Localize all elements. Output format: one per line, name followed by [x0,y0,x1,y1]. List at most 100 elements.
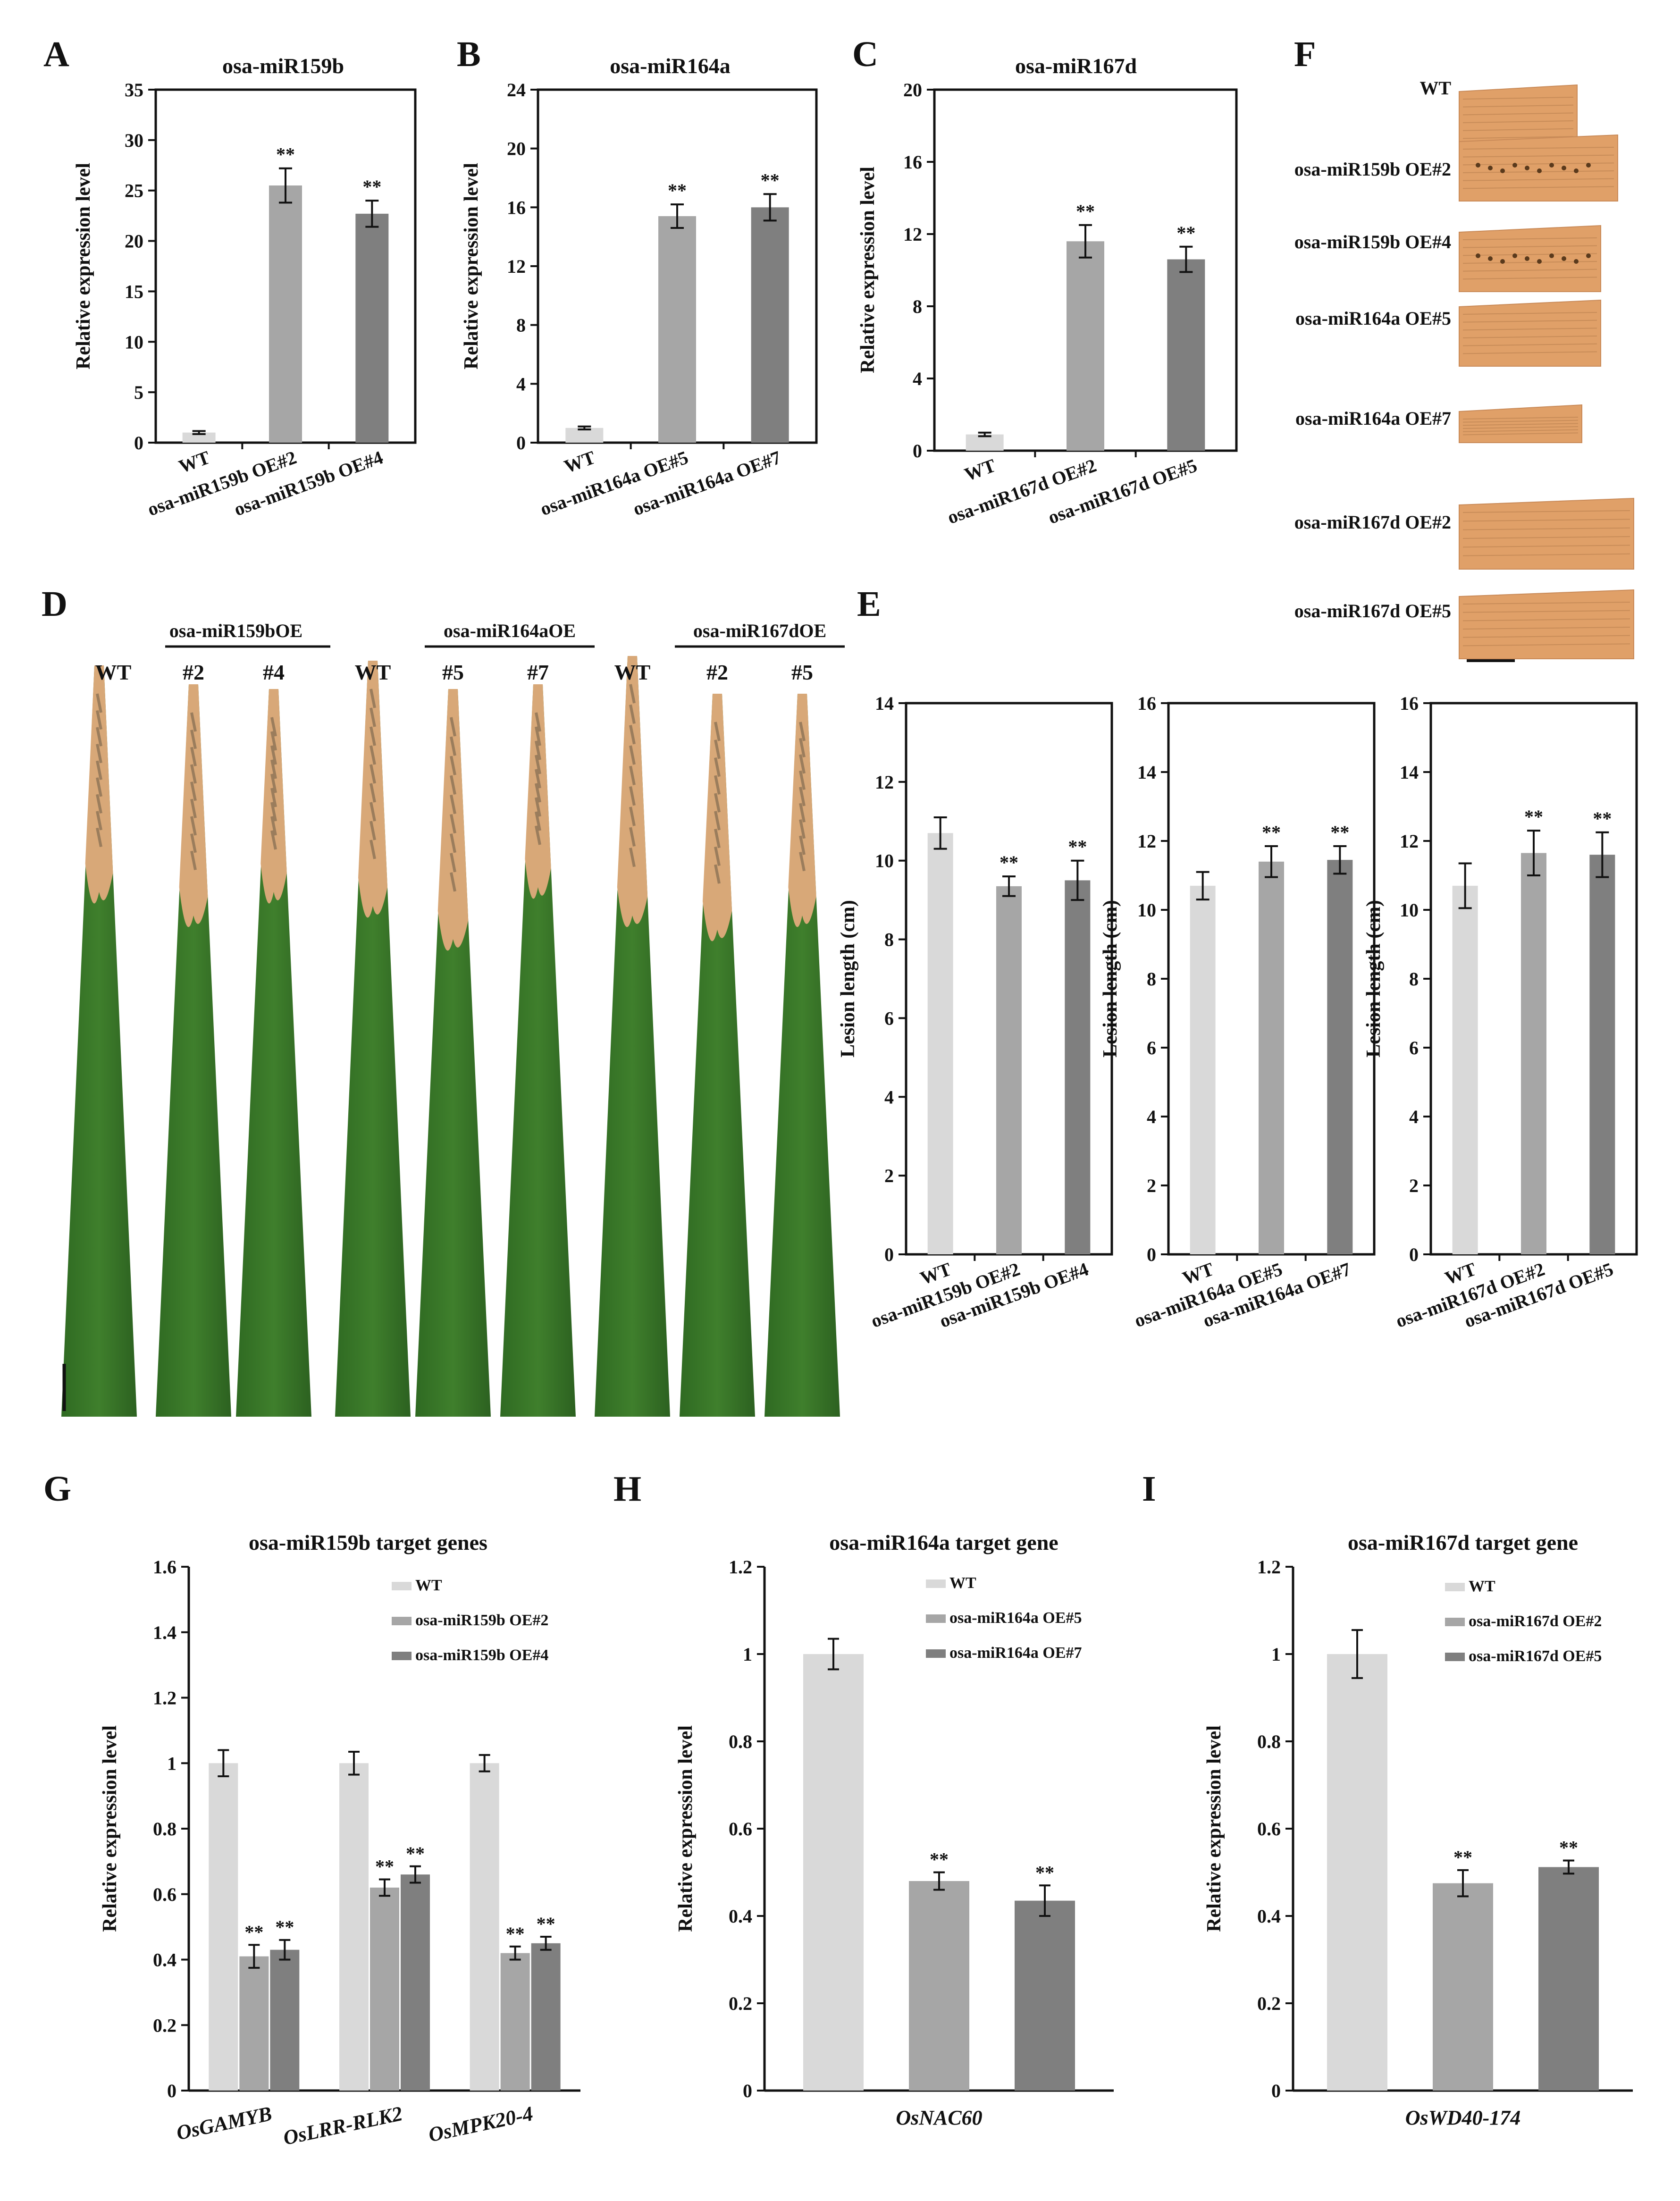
y-tick-label: 8 [1147,968,1156,990]
lesion-speckle [450,872,456,892]
dab-spot [1574,168,1579,173]
leaf-vein [1462,351,1597,354]
lesion-speckle [450,717,456,737]
bar [182,432,216,443]
leaf-lane-label: #2 [706,660,728,684]
lesion-speckle [714,793,721,813]
y-tick-label: 2 [1147,1175,1156,1196]
bar [1190,885,1216,1254]
lesion-speckle [270,802,277,822]
leaf-vein [1462,527,1630,530]
y-tick-label: 0.8 [153,1818,176,1840]
y-tick-label: 1.2 [1257,1556,1281,1578]
bar [803,1654,864,2091]
y-tick-label: 1 [1271,1644,1281,1665]
dab-spot [1586,253,1591,258]
leaf-9 [764,694,840,1417]
bar [1067,241,1104,451]
y-tick-label: 10 [1137,899,1156,921]
lesion-speckle [629,745,636,765]
bar [239,1956,269,2091]
y-tick-label: 1.2 [729,1556,752,1578]
significance-mark: ** [1330,822,1349,843]
y-tick-label: 0 [516,432,526,454]
significance-mark: ** [406,1843,425,1864]
y-tick-label: 12 [1137,831,1156,852]
lesion-speckle [190,712,197,732]
leaf-vein [1462,112,1574,116]
category-label: WT [962,454,999,485]
lesion-speckle [535,769,541,789]
leaf-blade [61,665,137,1417]
significance-mark: ** [275,1916,294,1938]
y-tick-label: 12 [1400,831,1419,852]
y-tick-label: 0.6 [1257,1818,1281,1840]
stain-row-label: osa-miR164a OE#7 [1295,408,1451,429]
y-axis-label: Relative expression level [461,163,482,370]
dab-spot [1476,163,1480,168]
stained-leaf-segment [1459,299,1601,367]
lesion-speckle [96,710,102,730]
y-axis-label: Relative expression level [1203,1725,1225,1932]
significance-mark: ** [668,180,687,201]
y-axis-label: Lesion length (cm) [837,900,859,1058]
y-tick-label: 6 [1147,1037,1156,1058]
legend-swatch [392,1652,412,1660]
bar [658,216,696,443]
leaf-blade [764,694,840,1417]
leaf-5 [415,689,491,1417]
y-tick-label: 12 [507,256,526,277]
lesion-speckle [799,803,806,823]
legend-label: osa-miR159b OE#4 [415,1647,548,1664]
category-label: WT [561,446,598,477]
significance-mark: ** [1524,806,1543,827]
y-tick-label: 4 [516,373,526,395]
dab-spot [1512,253,1517,258]
leaf-2 [156,684,231,1417]
panel-label-d: D [42,584,67,624]
legend-swatch [926,1649,946,1658]
bar [209,1763,238,2091]
legend-swatch [926,1614,946,1623]
bar [370,1887,399,2091]
y-axis-label: Relative expression level [675,1725,697,1932]
lesion-speckle [535,740,541,760]
leaf-lane-label: #2 [183,660,204,684]
dab-spot [1525,166,1529,170]
chart-title: osa-miR167d target gene [1348,1530,1578,1554]
leaf-vein [1462,104,1574,108]
lesion-speckle [714,775,721,795]
y-tick-label: 0 [1409,1244,1419,1265]
dab-spot [1500,259,1505,264]
stain-photo: WT osa-miR159b OE#2 osa-miR159b OE#4 osa-mi… [1294,77,1634,662]
y-tick-label: 1 [167,1753,176,1774]
significance-mark: ** [1076,201,1095,222]
lesion-speckle [190,764,197,784]
dab-spot [1562,256,1566,261]
significance-mark: ** [537,1913,555,1934]
lesion-speckle [190,747,197,766]
leaf-vein [1462,136,1574,139]
bar [751,207,789,443]
lesion-speckle [450,756,456,775]
lesion-speckle [535,755,541,774]
lesion-speckle [370,745,376,765]
y-tick-label: 4 [1409,1106,1419,1127]
y-tick-label: 10 [875,850,894,872]
leaf-vein [1462,253,1597,256]
leaf-vein [1462,277,1597,280]
lesion-speckle [370,840,376,859]
significance-mark: ** [506,1923,525,1944]
leaf-vein [1462,154,1614,158]
y-tick-label: 4 [884,1086,894,1108]
leaf-vein [1462,618,1630,622]
bar [500,1953,530,2091]
lesion-speckle [629,827,636,847]
leaf-vein [1462,120,1574,123]
stained-leaf-segment [1459,134,1618,202]
stain-row-label: osa-miR159b OE#2 [1294,159,1451,180]
category-label: OsWD40-174 [1405,2106,1520,2129]
y-tick-label: 10 [1400,899,1419,921]
